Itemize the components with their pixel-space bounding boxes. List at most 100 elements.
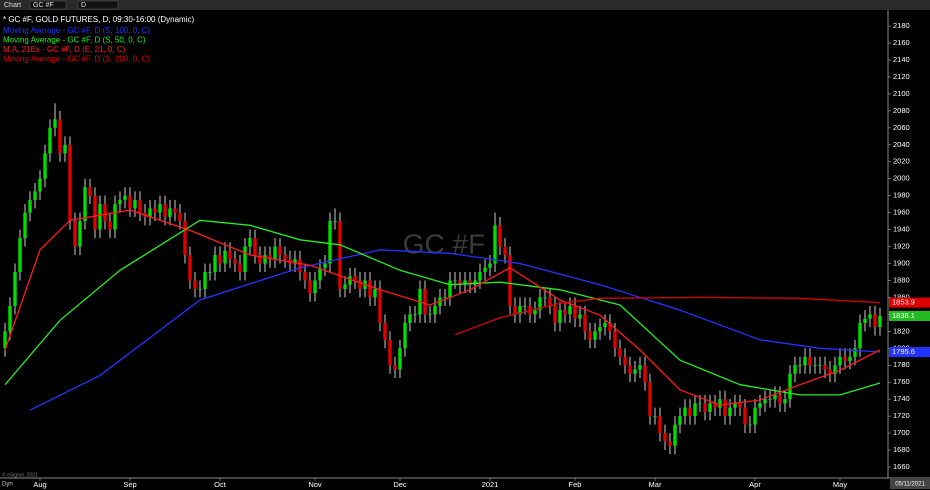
footer-mode: Dyn (2, 482, 13, 488)
candle-body (638, 365, 642, 370)
y-tick-label: 1660 (893, 462, 910, 471)
candle-body (448, 280, 452, 298)
candle-body (298, 259, 302, 272)
y-tick-label: 1720 (893, 411, 910, 420)
candle-body (293, 259, 297, 264)
candle-body (393, 365, 397, 370)
candle-body (208, 271, 212, 273)
candle-body (73, 221, 77, 247)
candle-body (498, 225, 502, 247)
candle-body (583, 314, 587, 332)
y-tick-label: 1820 (893, 326, 910, 335)
candle-body (673, 424, 677, 446)
candle-body (493, 225, 497, 264)
candle-body (698, 403, 702, 405)
candle-body (848, 356, 852, 361)
candle-body (93, 195, 97, 230)
candle-body (603, 322, 607, 328)
y-tick-label: 1920 (893, 242, 910, 251)
x-tick-label: 2021 (482, 480, 499, 489)
y-tick-label: 1860 (893, 292, 910, 301)
legend-entry: Moving Average - GC #F, D (S, 200, 0, C) (3, 55, 150, 64)
moving-average-line (29, 249, 881, 411)
candle-body (463, 280, 467, 285)
candle-body (193, 280, 197, 289)
candle-body (568, 305, 572, 315)
candle-body (423, 288, 427, 315)
interval-input[interactable] (77, 0, 119, 10)
candle-body (573, 305, 577, 319)
price-tag (889, 297, 930, 308)
candle-body (473, 280, 477, 285)
legend-entry: Moving Average - GC #F, D (S, 50, 0, C) (3, 36, 146, 45)
candle-body (688, 407, 692, 417)
candle-body (113, 204, 117, 230)
candle-body (283, 255, 287, 260)
candle-body (748, 424, 752, 426)
candle-body (503, 246, 507, 256)
candle-body (873, 314, 877, 328)
candle-body (323, 263, 327, 268)
candle-body (88, 187, 92, 196)
candle-body (538, 297, 542, 311)
candle-body (533, 310, 537, 315)
x-tick-label: Feb (569, 480, 582, 489)
y-tick-label: 1940 (893, 225, 910, 234)
legend-entry: Moving Average - GC #F, D (S, 100, 0, C) (3, 26, 150, 35)
candle-body (198, 288, 202, 290)
candle-body (233, 259, 237, 264)
x-tick-label: Sep (123, 480, 136, 489)
candle-body (618, 348, 622, 357)
candle-body (403, 322, 407, 349)
candle-body (63, 144, 67, 154)
candle-body (758, 403, 762, 408)
candle-body (153, 208, 157, 213)
candle-body (428, 314, 432, 316)
candle-body (653, 416, 657, 417)
candle-body (58, 119, 62, 154)
candle-body (243, 246, 247, 272)
candle-body (548, 297, 552, 306)
candle-body (3, 331, 7, 349)
candle-body (213, 255, 217, 272)
candle-body (23, 212, 27, 239)
candle-body (98, 204, 102, 230)
chart-title: * GC #F, GOLD FUTURES, D, 09:30-16:00 (D… (3, 15, 195, 24)
y-tick-label: 2020 (893, 157, 910, 166)
x-tick-label: Dec (393, 480, 407, 489)
candle-body (828, 369, 832, 374)
candle-body (28, 199, 32, 213)
y-tick-label: 2100 (893, 89, 910, 98)
candle-body (628, 365, 632, 374)
y-tick-label: 2180 (893, 21, 910, 30)
candle-body (808, 356, 812, 366)
x-tick-label: Oct (214, 480, 227, 489)
candle-body (658, 416, 662, 434)
candle-body (133, 199, 137, 209)
candle-body (648, 382, 652, 417)
candle-body (453, 280, 457, 282)
candle-body (258, 255, 262, 264)
candle-body (348, 276, 352, 285)
candle-body (108, 221, 112, 230)
date-box (890, 479, 930, 489)
candle-body (733, 403, 737, 408)
price-tag (889, 347, 930, 358)
candle-body (123, 195, 127, 200)
candle-body (413, 314, 417, 316)
candle-body (613, 331, 617, 349)
candle-body (278, 246, 282, 256)
candle-body (433, 305, 437, 315)
candle-body (248, 238, 252, 247)
candle-body (678, 416, 682, 425)
candle-body (643, 365, 647, 383)
x-tick-label: Apr (749, 480, 761, 489)
candle-body (578, 314, 582, 319)
symbol-input[interactable] (29, 0, 67, 10)
candle-body (48, 127, 52, 154)
footer-date: 05/11/2021 (895, 482, 925, 488)
candle-body (118, 199, 122, 205)
y-tick-label: 1760 (893, 377, 910, 386)
